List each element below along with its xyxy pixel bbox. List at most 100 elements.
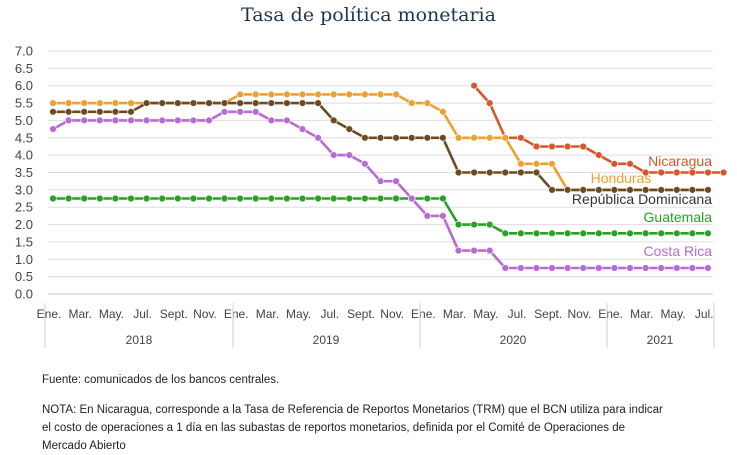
x-tick-label: Ene. (37, 307, 62, 321)
data-point (641, 264, 650, 272)
source-note: Fuente: comunicados de los bancos centra… (42, 374, 280, 386)
data-point (532, 160, 541, 168)
data-point (158, 194, 166, 203)
y-tick-label: 5.5 (15, 96, 33, 111)
series-label: Costa Rica (644, 243, 713, 259)
x-tick-label: Jul. (695, 307, 714, 321)
data-point (579, 229, 587, 238)
data-point (111, 194, 120, 203)
data-point (626, 160, 634, 168)
data-point (595, 229, 603, 238)
data-point (392, 194, 400, 203)
data-point (283, 99, 291, 107)
data-point (283, 90, 291, 99)
data-point (127, 116, 135, 125)
data-point (111, 99, 120, 107)
data-point (486, 134, 494, 142)
data-point (189, 194, 198, 203)
y-tick-label: 3.0 (15, 182, 33, 197)
data-point (96, 194, 104, 203)
chart-title: Tasa de política monetaria (241, 4, 496, 26)
data-point (486, 220, 494, 229)
data-point (361, 160, 369, 168)
data-point (345, 90, 353, 99)
data-point (423, 99, 431, 107)
data-point (423, 194, 431, 203)
data-point (267, 90, 275, 99)
data-point (517, 264, 525, 272)
x-tick-label: Mar. (630, 307, 653, 321)
data-point (236, 194, 244, 203)
data-point (470, 134, 478, 142)
data-point (252, 194, 260, 203)
x-tick-label: Sept. (534, 307, 562, 321)
series-label: República Dominicana (572, 191, 712, 207)
data-point (408, 194, 416, 203)
data-point (595, 151, 603, 159)
data-point (688, 168, 697, 177)
data-point (205, 194, 213, 203)
data-point (579, 142, 587, 151)
data-point (361, 194, 369, 203)
data-point (96, 99, 104, 107)
data-point (361, 90, 369, 99)
data-point (205, 116, 213, 125)
data-point (517, 229, 525, 238)
data-point (688, 229, 697, 238)
data-point (392, 177, 400, 185)
data-point (610, 229, 619, 238)
data-point (486, 246, 494, 255)
data-point (298, 194, 307, 203)
x-tick-label: Sept. (160, 307, 188, 321)
y-tick-label: 2.0 (15, 217, 33, 232)
data-point (142, 99, 151, 107)
data-point (236, 99, 244, 107)
data-point (532, 229, 541, 238)
year-label: 2020 (500, 333, 527, 347)
data-point (579, 264, 587, 272)
data-point (563, 186, 572, 194)
data-point (49, 99, 57, 107)
y-tick-label: 0.5 (15, 269, 33, 284)
y-tick-label: 4.0 (15, 148, 33, 163)
data-point (64, 99, 73, 107)
data-point (501, 134, 509, 142)
data-point (330, 90, 338, 99)
data-point (704, 229, 712, 238)
data-point (470, 81, 478, 90)
x-tick-label: Nov. (193, 307, 217, 321)
data-point (64, 116, 73, 125)
data-point (641, 186, 650, 194)
x-tick-label: Nov. (568, 307, 592, 321)
x-tick-label: May. (660, 307, 685, 321)
data-point (252, 108, 260, 116)
data-point (127, 194, 135, 203)
data-point (314, 194, 322, 203)
data-point (158, 99, 166, 107)
data-point (673, 186, 681, 194)
data-point (158, 116, 166, 125)
data-point (96, 108, 104, 116)
x-tick-label: Ene. (411, 307, 436, 321)
data-point (688, 186, 697, 194)
data-point (439, 134, 447, 142)
data-point (283, 194, 291, 203)
data-point (142, 194, 151, 203)
data-point (189, 116, 198, 125)
data-point (345, 194, 353, 203)
data-point (64, 108, 73, 116)
x-tick-label: Mar. (256, 307, 279, 321)
note-line-3: Mercado Abierto (42, 440, 126, 452)
data-point (532, 142, 541, 151)
x-tick-label: Jul. (508, 307, 527, 321)
data-point (236, 108, 244, 116)
data-point (80, 108, 88, 116)
data-point (80, 116, 88, 125)
data-point (423, 134, 431, 142)
data-point (142, 116, 151, 125)
y-tick-label: 1.0 (15, 252, 33, 267)
data-point (579, 186, 587, 194)
data-point (454, 168, 463, 177)
data-point (267, 194, 275, 203)
data-point (470, 246, 478, 255)
